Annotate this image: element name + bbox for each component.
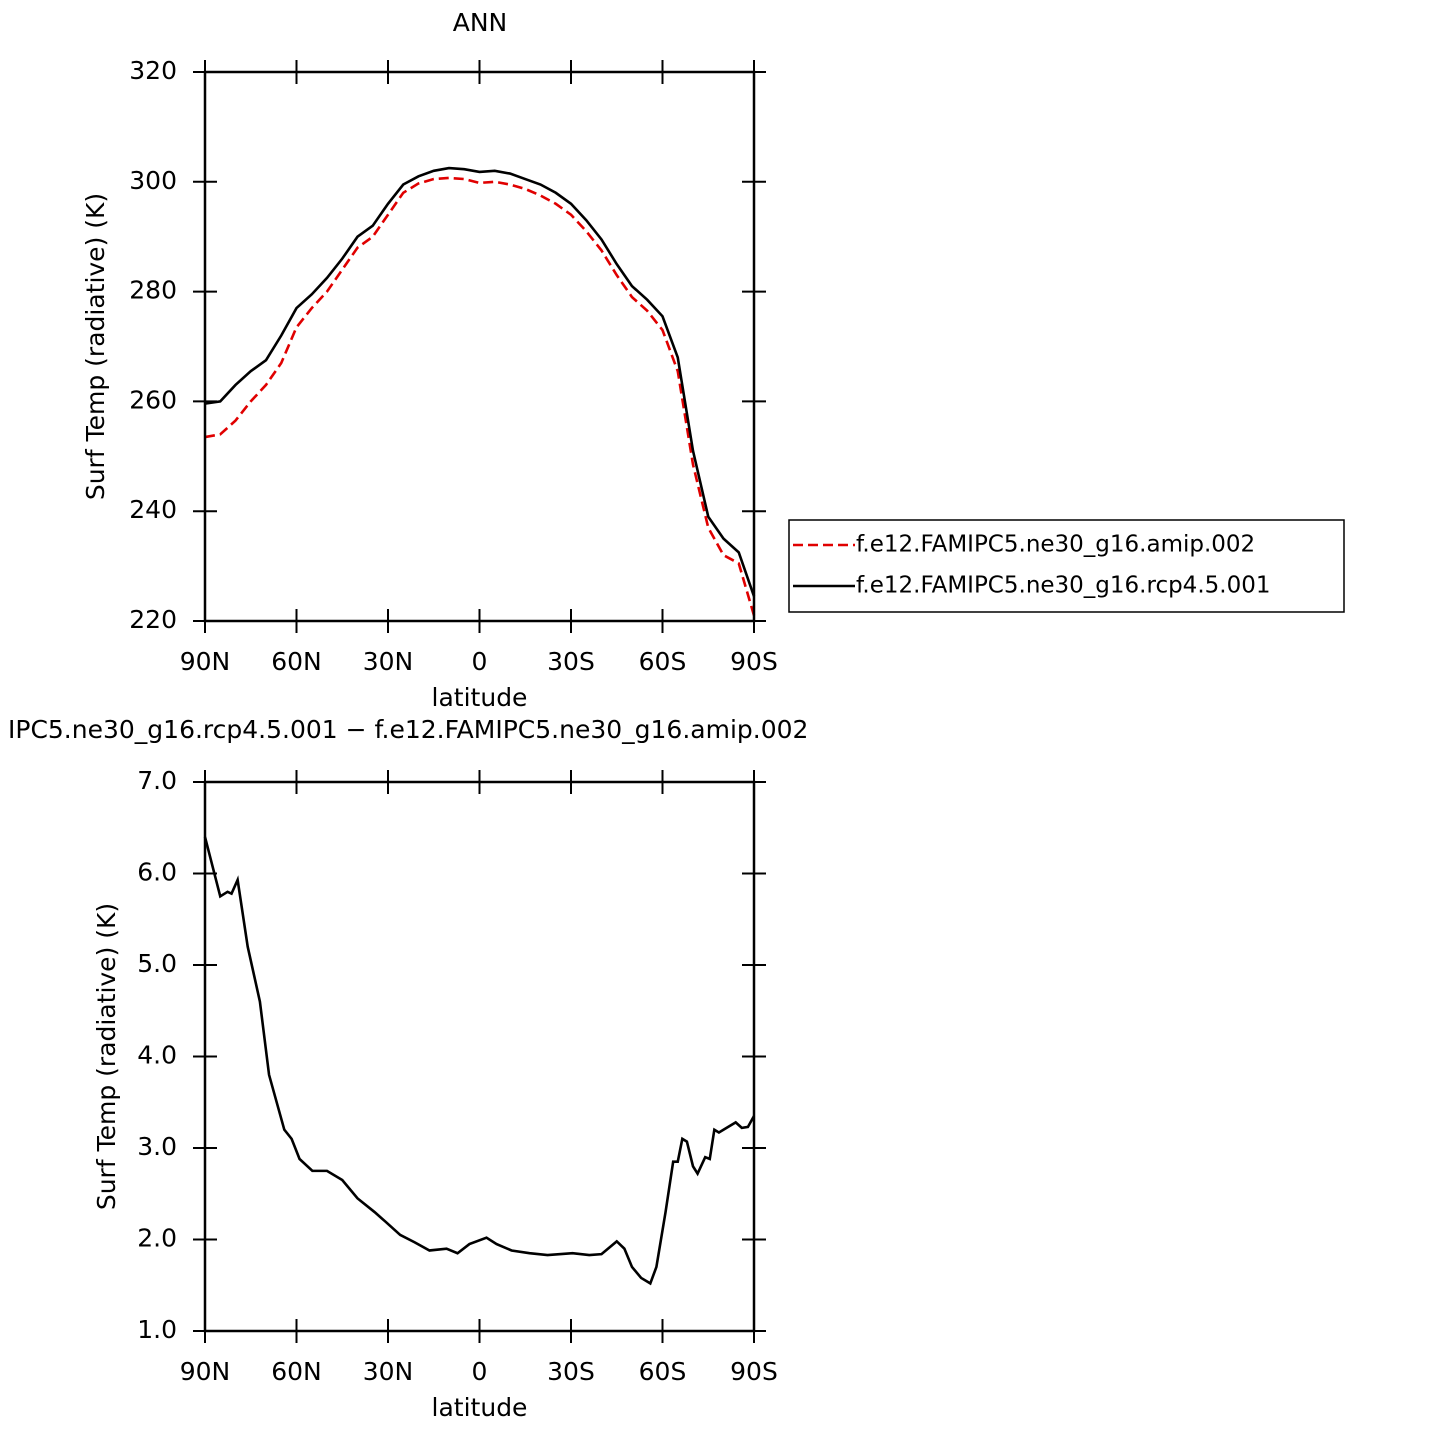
x-axis-label: latitude bbox=[432, 683, 528, 712]
legend-label: f.e12.FAMIPC5.ne30_g16.rcp4.5.001 bbox=[856, 573, 1270, 599]
y-tick-label: 240 bbox=[129, 495, 177, 524]
y-tick-label: 6.0 bbox=[137, 858, 177, 887]
x-tick-label: 30N bbox=[363, 647, 414, 676]
x-tick-label: 60N bbox=[271, 1357, 322, 1386]
chart-title: IPC5.ne30_g16.rcp4.5.001 − f.e12.FAMIPC5… bbox=[8, 715, 808, 744]
y-tick-label: 2.0 bbox=[137, 1224, 177, 1253]
plot-frame bbox=[203, 70, 756, 623]
y-axis-label: Surf Temp (radiative) (K) bbox=[92, 903, 121, 1210]
x-tick-label: 60S bbox=[639, 647, 687, 676]
y-tick-label: 300 bbox=[129, 166, 177, 195]
x-tick-label: 30S bbox=[547, 1357, 595, 1386]
data-line bbox=[204, 166, 756, 597]
y-tick-label: 1.0 bbox=[137, 1315, 177, 1344]
y-axis-label: Surf Temp (radiative) (K) bbox=[81, 193, 110, 500]
data-line bbox=[203, 836, 756, 1286]
y-tick-label: 3.0 bbox=[137, 1132, 177, 1161]
x-tick-label: 60N bbox=[271, 647, 322, 676]
y-tick-label: 320 bbox=[129, 56, 177, 85]
x-tick-label: 90S bbox=[730, 1357, 778, 1386]
y-tick-label: 260 bbox=[129, 385, 177, 414]
x-tick-label: 90N bbox=[180, 1357, 231, 1386]
legend-box bbox=[788, 519, 1345, 613]
plot-frame bbox=[203, 780, 756, 1333]
x-tick-label: 60S bbox=[639, 1357, 687, 1386]
y-tick-label: 4.0 bbox=[137, 1041, 177, 1070]
y-tick-label: 220 bbox=[129, 605, 177, 634]
legend-label: f.e12.FAMIPC5.ne30_g16.amip.002 bbox=[856, 532, 1255, 558]
y-tick-label: 280 bbox=[129, 276, 177, 305]
x-tick-label: 30S bbox=[547, 647, 595, 676]
x-tick-label: 0 bbox=[472, 647, 488, 676]
y-tick-label: 7.0 bbox=[137, 766, 177, 795]
x-tick-label: 90N bbox=[180, 647, 231, 676]
x-tick-label: 90S bbox=[730, 647, 778, 676]
x-tick-label: 0 bbox=[472, 1357, 488, 1386]
data-line bbox=[204, 176, 756, 616]
y-tick-label: 5.0 bbox=[137, 949, 177, 978]
chart-title: ANN bbox=[453, 8, 508, 37]
x-axis-label: latitude bbox=[432, 1393, 528, 1422]
x-tick-label: 30N bbox=[363, 1357, 414, 1386]
